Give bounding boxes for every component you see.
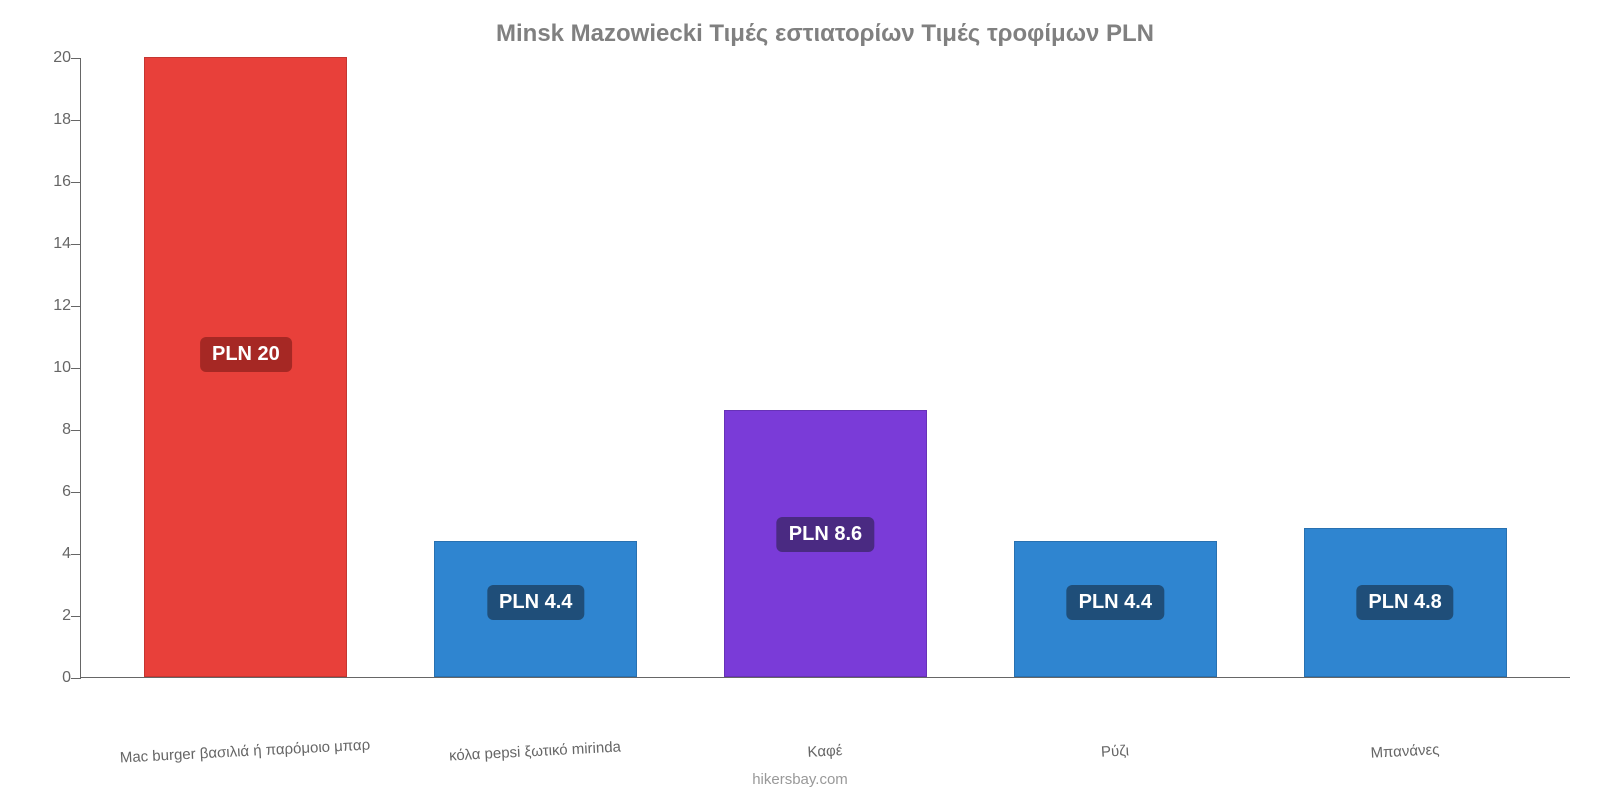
y-tick bbox=[71, 368, 81, 369]
bar: PLN 4.8 bbox=[1304, 528, 1507, 677]
x-axis-label: Μπανάνες bbox=[1260, 735, 1550, 767]
y-tick-label: 16 bbox=[31, 173, 71, 191]
bar-value-badge: PLN 20 bbox=[200, 337, 292, 372]
y-tick-label: 10 bbox=[31, 359, 71, 377]
bar: PLN 4.4 bbox=[434, 541, 637, 677]
y-tick-label: 4 bbox=[31, 545, 71, 563]
bar-value-badge: PLN 4.8 bbox=[1356, 585, 1453, 620]
bars-group: PLN 20 PLN 4.4 PLN 8.6 PLN 4.4 PLN 4.8 bbox=[81, 58, 1570, 677]
chart-title: Minsk Mazowiecki Τιμές εστιατορίων Τιμές… bbox=[80, 20, 1570, 48]
y-tick bbox=[71, 306, 81, 307]
bar-slot: PLN 8.6 bbox=[681, 58, 971, 677]
bar-value-badge: PLN 4.4 bbox=[1067, 585, 1164, 620]
y-tick bbox=[71, 554, 81, 555]
y-tick-label: 6 bbox=[31, 483, 71, 501]
bar-slot: PLN 20 bbox=[101, 58, 391, 677]
x-axis-label: Mac burger βασιλιά ή παρόμοιο μπαρ bbox=[100, 735, 390, 767]
x-axis-label: κόλα pepsi ξωτικό mirinda bbox=[390, 735, 680, 767]
bar-value-badge: PLN 8.6 bbox=[777, 517, 874, 552]
bar: PLN 8.6 bbox=[724, 410, 927, 677]
bar-slot: PLN 4.4 bbox=[970, 58, 1260, 677]
y-tick bbox=[71, 120, 81, 121]
plot-area: PLN 20PLN 4.4PLN 8.6PLN 4.4PLN 4.8 02468… bbox=[80, 58, 1570, 678]
y-tick-label: 20 bbox=[31, 49, 71, 67]
bar-slot: PLN 4.4 bbox=[391, 58, 681, 677]
y-tick bbox=[71, 244, 81, 245]
y-tick bbox=[71, 58, 81, 59]
y-tick-label: 2 bbox=[31, 607, 71, 625]
chart-container: Minsk Mazowiecki Τιμές εστιατορίων Τιμές… bbox=[0, 0, 1600, 800]
y-tick bbox=[71, 616, 81, 617]
y-tick-label: 14 bbox=[31, 235, 71, 253]
x-axis-label: Ρύζι bbox=[970, 735, 1260, 767]
bar-value-badge: PLN 4.4 bbox=[487, 585, 584, 620]
y-tick-label: 0 bbox=[31, 669, 71, 687]
bar: PLN 4.4 bbox=[1014, 541, 1217, 677]
y-tick bbox=[71, 492, 81, 493]
y-tick-label: 8 bbox=[31, 421, 71, 439]
credit-text: hikersbay.com bbox=[0, 771, 1600, 788]
bar: PLN 20 bbox=[144, 57, 347, 677]
y-tick-label: 18 bbox=[31, 111, 71, 129]
y-tick bbox=[71, 430, 81, 431]
y-tick-label: 12 bbox=[31, 297, 71, 315]
bar-slot: PLN 4.8 bbox=[1260, 58, 1550, 677]
x-axis-labels: Mac burger βασιλιά ή παρόμοιο μπαρκόλα p… bbox=[80, 743, 1570, 760]
y-tick bbox=[71, 678, 81, 679]
y-tick bbox=[71, 182, 81, 183]
x-axis-label: Καφέ bbox=[680, 735, 970, 767]
